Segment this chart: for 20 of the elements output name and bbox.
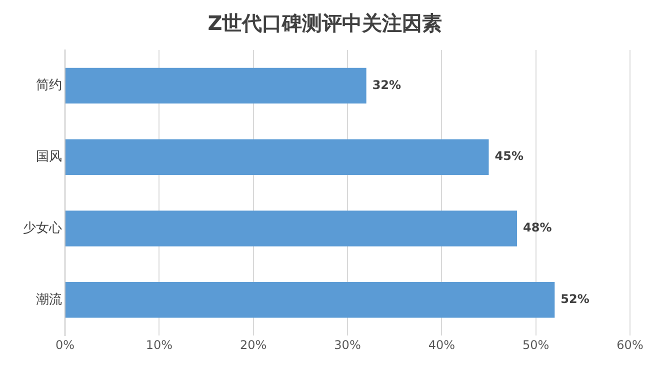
chart-title: Z世代口碑测评中关注因素 <box>206 10 444 37</box>
x-tick-label: 0% <box>55 338 75 352</box>
bar <box>66 68 366 104</box>
x-tick-label: 40% <box>428 338 456 352</box>
y-tick-label: 国风 <box>36 149 62 164</box>
data-label: 48% <box>523 220 552 235</box>
bar <box>66 139 489 175</box>
x-tick-label: 50% <box>522 338 550 352</box>
data-label: 52% <box>560 292 590 306</box>
bar <box>66 210 517 246</box>
y-tick-label: 潮流 <box>36 291 62 308</box>
x-tick-label: 10% <box>146 338 173 352</box>
y-tick-label: 简约 <box>36 78 62 94</box>
x-tick-label: 60% <box>616 338 644 352</box>
x-tick-label: 30% <box>334 338 361 352</box>
x-tick-label: 20% <box>240 338 267 352</box>
y-tick-label: 少女心 <box>23 220 62 236</box>
bar <box>66 282 555 318</box>
data-label: 32% <box>372 78 402 92</box>
data-label: 45% <box>494 149 524 164</box>
